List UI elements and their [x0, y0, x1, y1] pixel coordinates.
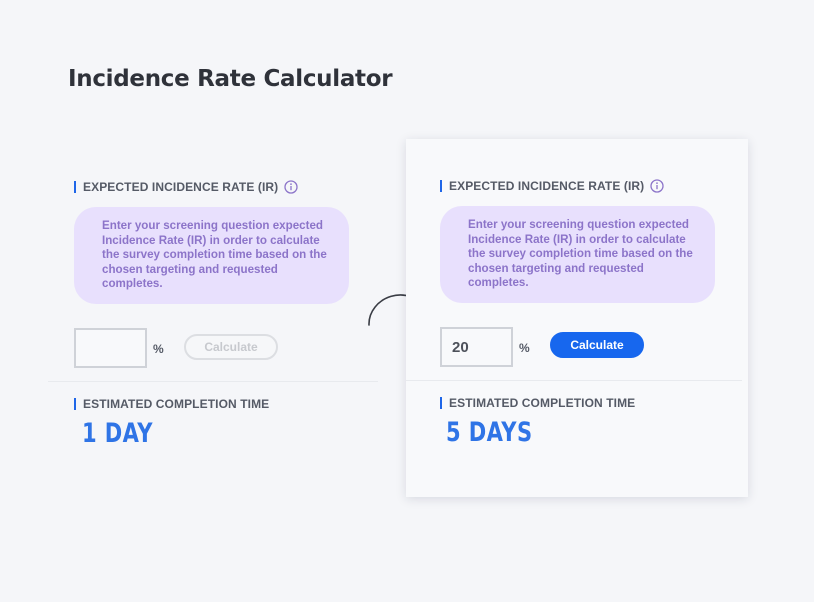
- estimate-section-label: ESTIMATED COMPLETION TIME: [74, 397, 269, 411]
- ir-label-text: EXPECTED INCIDENCE RATE (IR): [83, 180, 279, 194]
- ir-info-box: Enter your screening question expected I…: [440, 206, 715, 303]
- info-icon[interactable]: [650, 179, 664, 193]
- ir-label-text: EXPECTED INCIDENCE RATE (IR): [449, 179, 645, 193]
- estimate-label-text: ESTIMATED COMPLETION TIME: [83, 397, 270, 411]
- label-accent-bar: [74, 181, 76, 193]
- estimate-label-text: ESTIMATED COMPLETION TIME: [449, 396, 636, 410]
- percent-symbol: %: [519, 341, 530, 355]
- ir-section-label: EXPECTED INCIDENCE RATE (IR): [74, 180, 298, 194]
- calculator-panel-before: EXPECTED INCIDENCE RATE (IR) Enter your …: [48, 160, 378, 460]
- divider: [406, 380, 742, 381]
- ir-info-box: Enter your screening question expected I…: [74, 207, 349, 304]
- estimated-completion-value: 1 DAY: [82, 418, 153, 449]
- ir-input[interactable]: [440, 327, 513, 367]
- ir-input[interactable]: [74, 328, 147, 368]
- estimated-completion-value: 5 DAYS: [446, 417, 533, 448]
- ir-section-label: EXPECTED INCIDENCE RATE (IR): [440, 179, 664, 193]
- label-accent-bar: [440, 180, 442, 192]
- label-accent-bar: [74, 398, 76, 410]
- calculator-panel-after: EXPECTED INCIDENCE RATE (IR) Enter your …: [406, 139, 748, 497]
- page-title: Incidence Rate Calculator: [68, 66, 393, 92]
- info-icon[interactable]: [284, 180, 298, 194]
- divider: [48, 381, 378, 382]
- calculate-button[interactable]: Calculate: [550, 332, 644, 358]
- estimate-section-label: ESTIMATED COMPLETION TIME: [440, 396, 635, 410]
- label-accent-bar: [440, 397, 442, 409]
- percent-symbol: %: [153, 342, 164, 356]
- calculate-button[interactable]: Calculate: [184, 334, 278, 360]
